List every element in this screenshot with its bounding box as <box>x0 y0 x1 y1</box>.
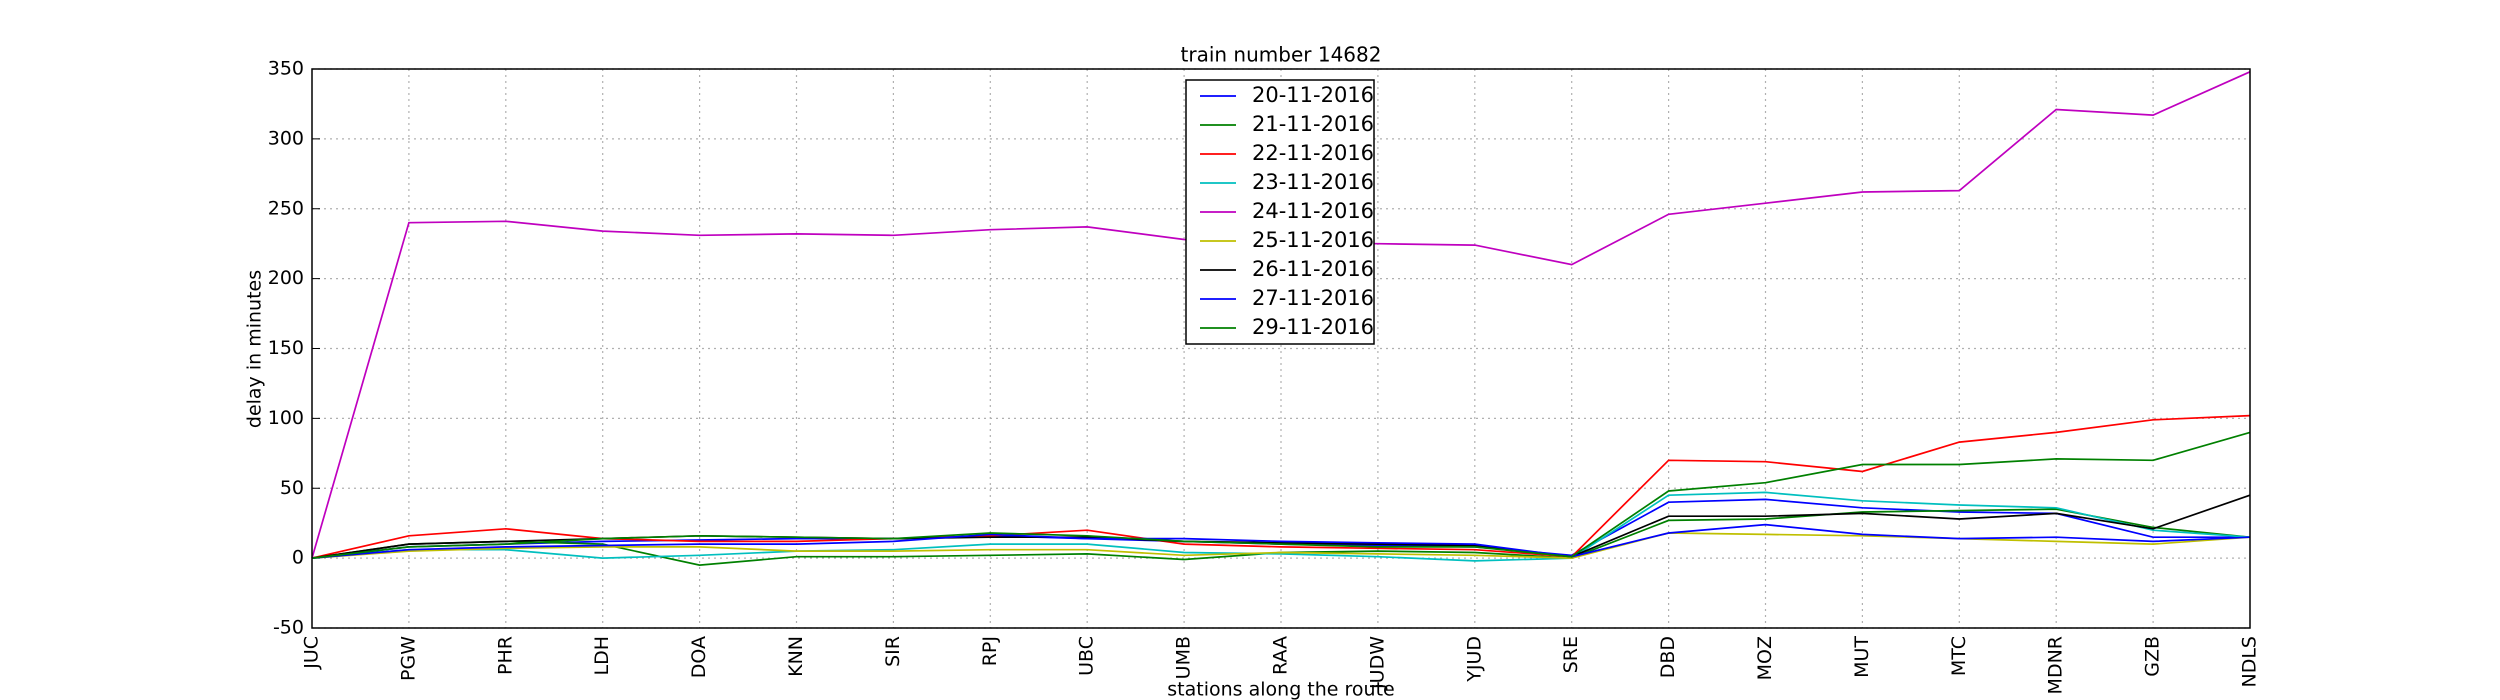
x-tick-label: RAA <box>1270 636 1292 675</box>
x-tick-label: YJUD <box>1463 636 1485 683</box>
x-tick-label: DOA <box>688 636 710 678</box>
x-tick-label: UBC <box>1076 636 1098 676</box>
y-tick-label: -50 <box>273 617 304 639</box>
y-tick-label: 250 <box>268 197 304 219</box>
legend-label: 24-11-2016 <box>1252 199 1374 223</box>
legend-label: 25-11-2016 <box>1252 228 1374 252</box>
x-tick-label: JUDW <box>1366 636 1388 690</box>
legend-label: 29-11-2016 <box>1252 315 1374 339</box>
legend-label: 20-11-2016 <box>1252 83 1374 107</box>
series-line <box>311 523 2251 559</box>
x-tick-label: MUT <box>1851 636 1873 678</box>
legend-label: 27-11-2016 <box>1252 286 1374 310</box>
legend-label: 23-11-2016 <box>1252 170 1374 194</box>
y-tick-label: 200 <box>268 267 304 289</box>
legend-label: 21-11-2016 <box>1252 112 1374 136</box>
x-tick-label: MOZ <box>1754 636 1776 680</box>
y-tick-label: 300 <box>268 127 304 149</box>
x-tick-label: NDLS <box>2239 636 2261 688</box>
legend-label: 22-11-2016 <box>1252 141 1374 165</box>
legend-label: 26-11-2016 <box>1252 257 1374 281</box>
x-tick-label: PHR <box>494 636 516 675</box>
x-tick-label: MDNR <box>2045 636 2067 694</box>
chart-title: train number 14682 <box>1181 43 1382 67</box>
x-tick-label: KNN <box>785 636 807 677</box>
y-tick-label: 0 <box>292 547 304 569</box>
y-tick-label: 50 <box>280 477 304 499</box>
y-tick-label: 100 <box>268 407 304 429</box>
x-axis-label: stations along the route <box>1167 679 1394 700</box>
y-tick-label: 150 <box>268 337 304 359</box>
series-line <box>311 431 2251 559</box>
x-tick-label: SRE <box>1560 636 1582 673</box>
y-axis-label: delay in minutes <box>244 270 266 428</box>
x-tick-label: GZB <box>2142 636 2164 677</box>
x-tick-label: SIR <box>882 636 904 667</box>
series-line <box>311 491 2251 562</box>
x-tick-label: PGW <box>397 636 419 681</box>
x-tick-label: DBD <box>1657 636 1679 678</box>
legend: 20-11-2016 21-11-2016 22-11-2016 23-11-2016… <box>1185 79 1375 345</box>
x-tick-label: JUC <box>301 636 323 670</box>
y-tick-label: 350 <box>268 58 304 80</box>
plot-frame <box>311 68 2251 629</box>
x-tick-label: RPJ <box>979 636 1001 666</box>
x-tick-label: MTC <box>1948 636 1970 676</box>
x-tick-label: LDH <box>591 636 613 676</box>
x-tick-label: UMB <box>1173 636 1195 679</box>
series-line <box>311 414 2251 559</box>
